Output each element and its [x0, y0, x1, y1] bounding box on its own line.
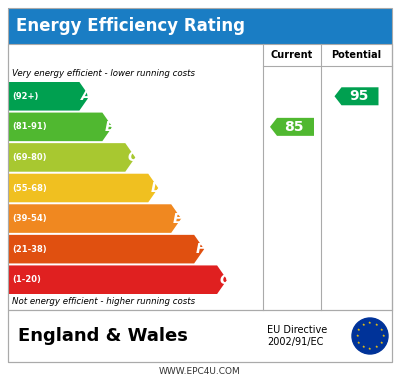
- Text: C: C: [127, 151, 138, 165]
- Text: D: D: [150, 181, 162, 195]
- Text: ★: ★: [380, 327, 383, 331]
- Polygon shape: [8, 235, 204, 263]
- Polygon shape: [8, 265, 227, 294]
- Text: (81-91): (81-91): [12, 122, 47, 132]
- Text: (21-38): (21-38): [12, 245, 47, 254]
- Text: EU Directive: EU Directive: [267, 325, 327, 335]
- Text: B: B: [104, 120, 115, 134]
- Text: ★: ★: [362, 323, 365, 327]
- Bar: [8, 44, 392, 310]
- Text: WWW.EPC4U.COM: WWW.EPC4U.COM: [159, 367, 241, 376]
- Polygon shape: [270, 118, 314, 136]
- Bar: [8, 310, 392, 362]
- Text: Energy Efficiency Rating: Energy Efficiency Rating: [16, 17, 245, 35]
- Text: ★: ★: [368, 347, 372, 351]
- Text: E: E: [173, 211, 183, 225]
- Text: ★: ★: [357, 327, 360, 331]
- Text: (39-54): (39-54): [12, 214, 47, 223]
- Text: F: F: [196, 242, 206, 256]
- Text: Not energy efficient - higher running costs: Not energy efficient - higher running co…: [12, 298, 195, 307]
- Text: ★: ★: [375, 323, 378, 327]
- Text: (69-80): (69-80): [12, 153, 46, 162]
- Polygon shape: [8, 174, 158, 202]
- Text: 85: 85: [284, 120, 304, 134]
- Text: ★: ★: [357, 341, 360, 345]
- Circle shape: [352, 318, 388, 354]
- Text: ★: ★: [381, 334, 385, 338]
- Bar: [8, 8, 392, 44]
- Polygon shape: [8, 82, 90, 111]
- Polygon shape: [8, 204, 181, 233]
- Text: ★: ★: [375, 345, 378, 349]
- Text: (1-20): (1-20): [12, 275, 41, 284]
- Polygon shape: [8, 113, 112, 141]
- Text: ★: ★: [368, 321, 372, 325]
- Text: A: A: [82, 89, 92, 103]
- Polygon shape: [334, 87, 378, 105]
- Text: (55-68): (55-68): [12, 184, 47, 192]
- Text: ★: ★: [380, 341, 383, 345]
- Text: (92+): (92+): [12, 92, 38, 101]
- Text: Very energy efficient - lower running costs: Very energy efficient - lower running co…: [12, 69, 195, 78]
- Text: ★: ★: [355, 334, 359, 338]
- Text: G: G: [219, 273, 230, 287]
- Text: 95: 95: [349, 89, 368, 103]
- Polygon shape: [8, 143, 135, 172]
- Text: Potential: Potential: [332, 50, 382, 60]
- Text: England & Wales: England & Wales: [18, 327, 188, 345]
- Text: 2002/91/EC: 2002/91/EC: [267, 337, 323, 347]
- Text: Current: Current: [271, 50, 313, 60]
- Text: ★: ★: [362, 345, 365, 349]
